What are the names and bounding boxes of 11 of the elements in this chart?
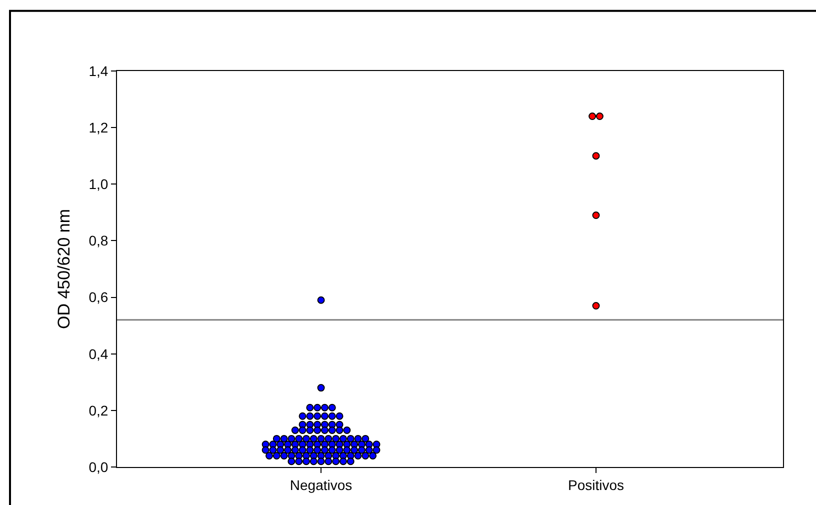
y-tick-label: 1,4 [88,62,108,79]
y-tick-label: 0,0 [88,458,108,475]
y-tick-label: 1,0 [88,176,108,192]
x-tick-label: Negativos [290,476,352,493]
y-tick-label: 0,8 [88,232,108,249]
x-tick-label: Positivos [568,476,624,493]
y-tick-label: 0,2 [88,402,108,418]
y-tick-label: 0,4 [88,346,108,362]
y-tick-label: 1,2 [88,119,108,136]
y-axis-title: OD 450/620 nm [54,208,74,330]
y-tick-label: 0,6 [88,289,108,306]
